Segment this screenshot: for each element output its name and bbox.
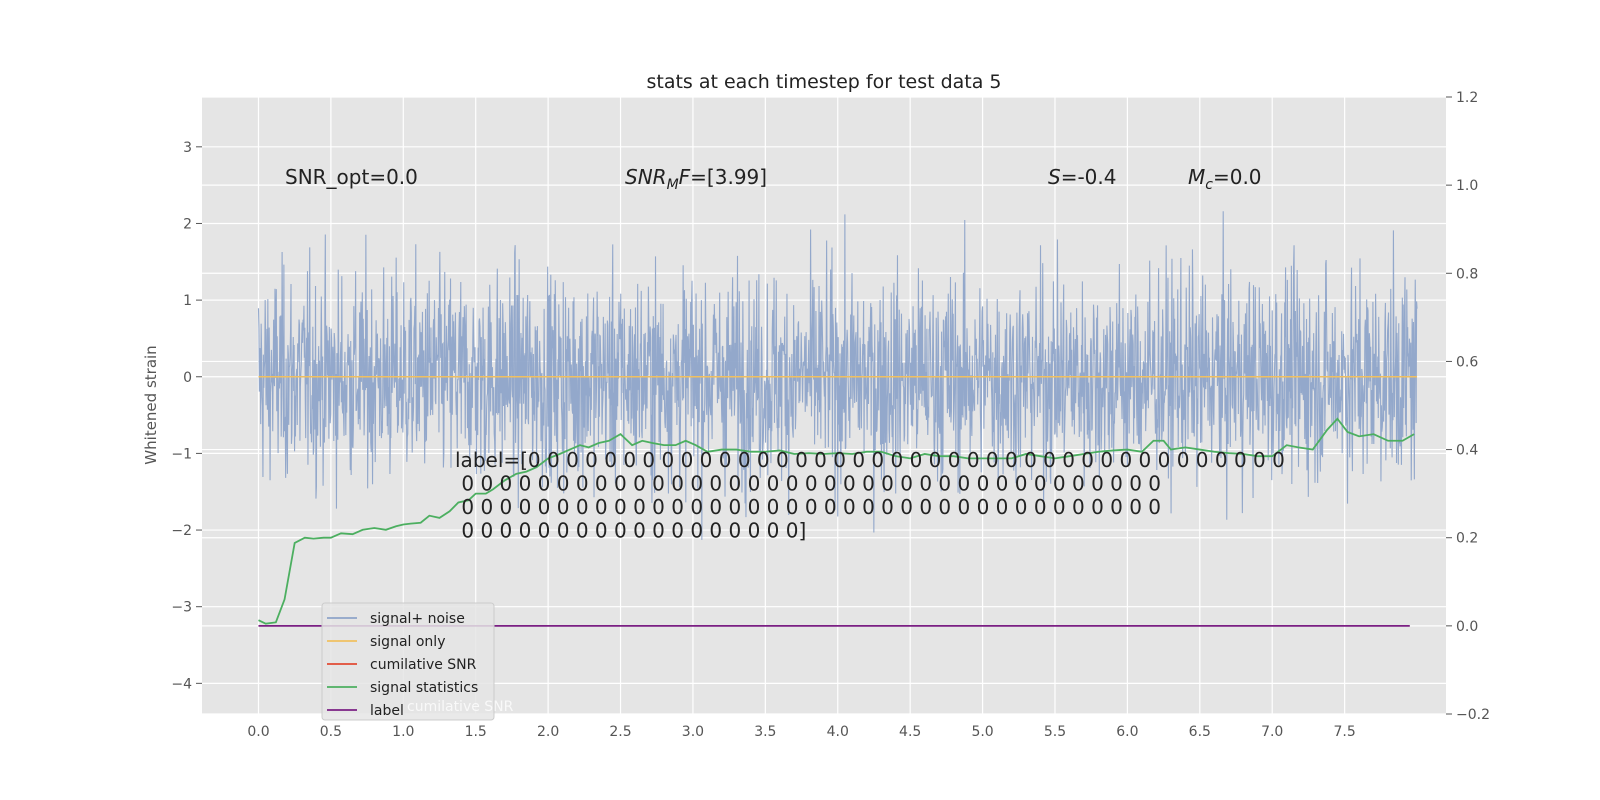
x-tick-label: 1.0 (392, 724, 414, 740)
y-tick-label: −1 (171, 446, 192, 462)
x-tick-label: 7.0 (1261, 724, 1283, 740)
y-tick-label: 3 (183, 140, 192, 156)
annotation-s-value: =-0.4 (1061, 165, 1117, 189)
annotations: SNR_opt=0.0 SNRMF=[3.99] S=-0.4 Mc=0.0 (285, 165, 1262, 193)
chart-title: stats at each timestep for test data 5 (646, 71, 1001, 93)
y-tick-label: −2 (171, 523, 192, 539)
legend-entry: signal+ noise (370, 611, 465, 627)
y-tick-label: −3 (171, 600, 192, 616)
x-tick-label: 7.5 (1333, 724, 1355, 740)
legend-box (321, 602, 495, 721)
y2-tick-label: 1.0 (1456, 178, 1478, 194)
x-tick-label: 4.0 (827, 724, 849, 740)
annotation-snr-mf-sub: M (667, 177, 679, 193)
legend-entry: label (370, 703, 404, 719)
legend: cumilative SNR signal+ noise signal only cu… (321, 602, 514, 721)
x-tick-label: 6.5 (1189, 724, 1211, 740)
y2-tick-label: 0.6 (1456, 354, 1478, 370)
label-array-line: label=[0 0 0 0 0 0 0 0 0 0 0 0 0 0 0 0 0… (455, 448, 1285, 472)
annotation-snr-opt: SNR_opt=0.0 (285, 165, 418, 189)
x-tick-label: 6.0 (1116, 724, 1138, 740)
series-signal-noise (257, 211, 1418, 540)
annotation-snr-mf: SNRMF=[3.99] (625, 165, 767, 193)
y2-tick-label: −0.2 (1456, 707, 1490, 723)
annotation-s-main: S (1048, 165, 1061, 189)
annotation-snr-mf-rest: F (679, 165, 691, 189)
y-tick-label: 1 (183, 293, 192, 309)
legend-entry: cumilative SNR (370, 657, 477, 673)
label-array-line: 0 0 0 0 0 0 0 0 0 0 0 0 0 0 0 0 0 0 0 0 … (455, 495, 1161, 519)
label-array-line: 0 0 0 0 0 0 0 0 0 0 0 0 0 0 0 0 0 0 0 0 … (455, 472, 1161, 496)
y-tick-label: −4 (171, 676, 192, 692)
x-tick-label: 5.5 (1044, 724, 1066, 740)
y-tick-label: 0 (183, 370, 192, 386)
annotation-snr-mf-value: =[3.99] (690, 165, 767, 189)
x-tick-label: 2.0 (537, 724, 559, 740)
y-tick-label: 2 (183, 216, 192, 232)
annotation-mc-sub: c (1205, 177, 1213, 193)
y-axis-label: Whitened strain (142, 345, 160, 464)
signal-noise-line (257, 211, 1418, 540)
annotation-mc-value: =0.0 (1213, 165, 1262, 189)
annotation-snr-mf-main: SNR (625, 165, 667, 189)
x-tick-label: 0.5 (320, 724, 342, 740)
legend-entry: signal statistics (370, 680, 478, 696)
x-tick-label: 4.5 (899, 724, 921, 740)
legend-entry: signal only (370, 634, 445, 650)
signal-statistics-line (258, 417, 1415, 625)
label-annotation: label=[0 0 0 0 0 0 0 0 0 0 0 0 0 0 0 0 0… (455, 448, 1285, 543)
y2-tick-label: 1.2 (1456, 90, 1478, 106)
x-tick-label: 2.5 (609, 724, 631, 740)
legend-ghost-text: cumilative SNR (407, 699, 514, 715)
x-tick-label: 1.5 (465, 724, 487, 740)
y2-tick-label: 0.0 (1456, 619, 1478, 635)
annotation-mc: Mc=0.0 (1188, 165, 1262, 193)
x-tick-label: 0.0 (247, 724, 269, 740)
annotation-s: S=-0.4 (1048, 165, 1116, 189)
y2-tick-label: 0.8 (1456, 266, 1478, 282)
x-tick-label: 3.5 (754, 724, 776, 740)
y2-tick-label: 0.4 (1456, 443, 1478, 459)
x-tick-label: 5.0 (971, 724, 993, 740)
axis-ticks: 0.0 0.5 1.0 1.5 2.0 2.5 3.0 3.5 4.0 4.5 5.0 5.5 6.0 6… (171, 90, 1490, 740)
label-array-line: 0 0 0 0 0 0 0 0 0 0 0 0 0 0 0 0 0 0] (455, 519, 806, 543)
y2-tick-label: 0.2 (1456, 531, 1478, 547)
annotation-mc-main: M (1188, 165, 1205, 189)
x-tick-label: 3.0 (682, 724, 704, 740)
